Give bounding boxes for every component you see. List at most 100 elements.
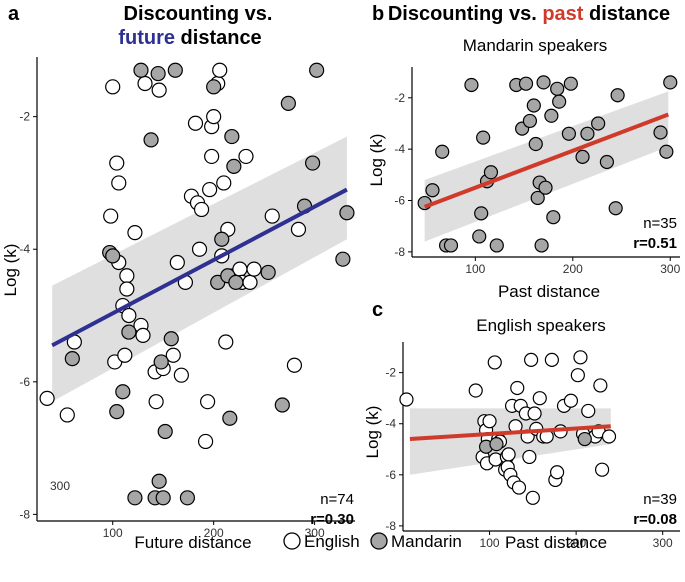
data-point-english xyxy=(510,380,525,396)
stat-r-c: r=0.08 xyxy=(633,511,677,528)
panel-a-title-line1: Discounting vs. xyxy=(124,3,273,25)
x-tick-label-c: 100 xyxy=(480,536,500,550)
data-point-english xyxy=(59,407,75,423)
data-point-english xyxy=(148,394,164,410)
data-point-mandarin xyxy=(536,75,551,90)
data-point-mandarin xyxy=(335,251,351,267)
data-point-mandarin xyxy=(546,210,561,225)
y-tick-label-a: -4 xyxy=(19,242,30,256)
x-tick-label-a: 200 xyxy=(204,526,224,540)
data-point-english xyxy=(212,62,228,78)
regression-line-c xyxy=(409,424,611,442)
x-tick-label-c: 200 xyxy=(566,536,586,550)
plot-c: -2 -4 -6 -8 100 200 300 xyxy=(385,342,680,550)
data-point-english xyxy=(501,447,516,462)
data-point-mandarin xyxy=(274,397,290,413)
legend-mandarin-marker xyxy=(370,532,388,550)
data-point-english xyxy=(216,175,232,191)
plot-a: -2 -4 -6 -8 100 200 300 xyxy=(19,57,355,540)
y-tick-label-c: -2 xyxy=(385,366,396,380)
data-point-english xyxy=(135,327,151,343)
panel-b-subtitle: Mandarin speakers xyxy=(463,36,608,55)
data-point-english xyxy=(39,390,55,406)
data-point-mandarin xyxy=(157,423,173,440)
regression-line-b xyxy=(423,112,670,209)
past-word: past xyxy=(542,3,583,25)
panel-b-title: Discounting vs. past distance xyxy=(388,3,670,25)
data-point-mandarin xyxy=(528,136,543,152)
data-point-mandarin xyxy=(179,490,196,506)
y-axis-title-a: Log (k) xyxy=(1,244,20,297)
data-point-mandarin xyxy=(163,331,179,347)
x-tick-label-c: 300 xyxy=(653,536,673,550)
data-point-english xyxy=(482,414,497,429)
y-tick-label-b: -2 xyxy=(394,91,405,105)
y-tick-label-b: -8 xyxy=(394,245,405,259)
x-tick-label-b: 100 xyxy=(465,262,485,276)
data-point-english xyxy=(290,221,307,237)
x-tick-label-b: 200 xyxy=(563,262,583,276)
y-tick-label-a: -2 xyxy=(19,110,30,124)
data-point-mandarin xyxy=(489,238,504,253)
x-axis-title-c: Past distance xyxy=(505,533,607,552)
data-point-mandarin xyxy=(550,81,565,96)
y-tick-label-a: -8 xyxy=(19,507,30,521)
y-tick-label-c: -6 xyxy=(385,468,396,482)
stat-n-a: n=74 xyxy=(320,491,354,508)
data-point-mandarin xyxy=(472,229,487,244)
data-point-english xyxy=(121,307,137,324)
data-point-english xyxy=(111,175,127,191)
data-point-mandarin xyxy=(133,62,149,78)
data-point-english xyxy=(191,241,208,257)
panel-b-letter: b xyxy=(372,3,384,25)
data-point-english xyxy=(487,355,502,370)
data-point-mandarin xyxy=(489,437,504,452)
data-point-mandarin xyxy=(425,183,440,198)
panel-a-title-rest: distance xyxy=(175,27,262,49)
data-point-mandarin xyxy=(659,144,674,159)
data-point-english xyxy=(218,334,234,350)
data-point-mandarin xyxy=(150,65,166,82)
future-word: future xyxy=(118,27,175,49)
panel-c-letter: c xyxy=(372,299,383,321)
data-point-english xyxy=(522,449,537,465)
stat-n-c: n=39 xyxy=(643,491,677,508)
data-point-mandarin xyxy=(222,410,238,426)
data-point-mandarin xyxy=(105,248,121,264)
panel-c-subtitle: English speakers xyxy=(476,316,605,335)
data-point-mandarin xyxy=(530,190,545,206)
y-tick-label-c: -8 xyxy=(385,519,396,533)
data-point-english xyxy=(169,254,185,271)
data-point-english xyxy=(105,79,121,95)
data-point-english xyxy=(173,367,189,383)
data-point-mandarin xyxy=(534,238,549,253)
stat-n-b: n=35 xyxy=(643,215,677,232)
data-point-english xyxy=(544,352,559,367)
y-axis-title-c: Log (k) xyxy=(363,406,382,459)
data-point-english xyxy=(532,391,547,406)
data-point-english xyxy=(549,465,565,480)
panel-b: b Discounting vs. past distance Mandarin… xyxy=(367,3,681,301)
data-point-mandarin xyxy=(663,75,678,90)
data-point-mandarin xyxy=(577,431,592,447)
data-point-english xyxy=(200,394,216,410)
data-point-mandarin xyxy=(561,126,577,141)
data-point-english xyxy=(246,261,262,277)
data-point-mandarin xyxy=(608,201,623,216)
x-tick-label-a: 300 xyxy=(305,526,325,540)
y-axis-title-b: Log (k) xyxy=(367,134,386,187)
data-point-mandarin xyxy=(151,473,167,489)
x-axis-title-b: Past distance xyxy=(498,282,600,301)
data-point-english xyxy=(594,462,610,477)
legend-english-label: English xyxy=(304,532,360,551)
plot-b: -2 -4 -6 -8 100 200 300 xyxy=(394,67,681,276)
data-point-english xyxy=(103,208,119,224)
y-tick-label-a: -6 xyxy=(19,375,30,389)
data-point-english xyxy=(109,155,125,171)
data-point-mandarin xyxy=(153,354,169,370)
regression-line-a xyxy=(51,187,348,348)
data-point-mandarin xyxy=(435,144,450,159)
data-point-mandarin xyxy=(155,490,171,506)
data-point-english xyxy=(206,109,222,125)
data-point-mandarin xyxy=(544,108,559,123)
